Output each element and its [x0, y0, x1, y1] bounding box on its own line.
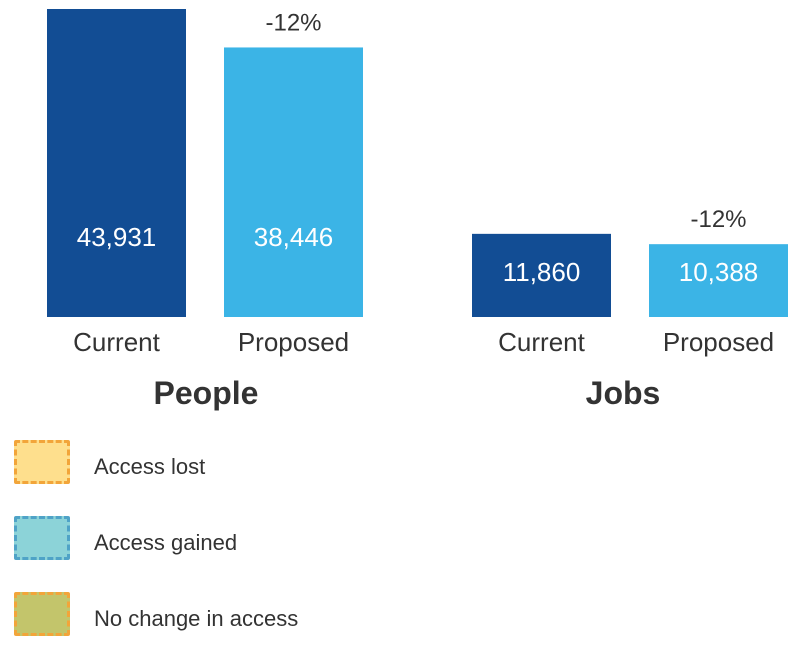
jobs-value-label: 10,388 — [679, 257, 759, 287]
legend-label: No change in access — [94, 606, 298, 632]
legend-label: Access gained — [94, 530, 237, 556]
jobs-value-label: 11,860 — [503, 257, 581, 287]
jobs-change-label: -12% — [690, 206, 746, 233]
jobs-category-label: Current — [498, 327, 585, 357]
people-title: People — [154, 375, 259, 411]
people-bar-proposed — [224, 47, 363, 317]
jobs-category-label: Proposed — [663, 327, 774, 357]
people-bar-current — [47, 9, 186, 317]
legend-swatch-access-gained — [14, 516, 70, 560]
people-value-label: 38,446 — [254, 222, 334, 252]
people-value-label: 43,931 — [77, 222, 157, 252]
people-category-label: Proposed — [238, 327, 349, 357]
legend-swatch-access-lost — [14, 440, 70, 484]
bar-chart: 43,931 Current 38,446 Proposed -12% People 11,… — [0, 0, 798, 420]
legend-label: Access lost — [94, 454, 205, 480]
legend-swatch-no-change — [14, 592, 70, 636]
jobs-title: Jobs — [586, 375, 661, 411]
people-category-label: Current — [73, 327, 160, 357]
people-change-label: -12% — [265, 9, 321, 36]
